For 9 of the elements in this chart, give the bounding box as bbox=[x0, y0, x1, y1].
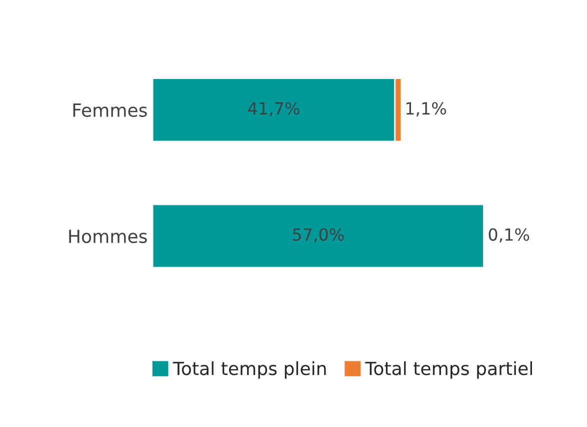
bar bbox=[152, 204, 485, 268]
legend-label: Total temps partiel bbox=[365, 361, 532, 379]
data-label: 1,1% bbox=[406, 102, 446, 116]
y-tick-label: Hommes bbox=[69, 230, 147, 244]
data-label: 0,1% bbox=[488, 228, 530, 243]
y-tick-label: Femmes bbox=[73, 104, 147, 117]
data-label: 41,7% bbox=[248, 102, 300, 116]
data-label: 57,0% bbox=[293, 228, 344, 243]
legend-label: Total temps plein bbox=[172, 361, 326, 379]
